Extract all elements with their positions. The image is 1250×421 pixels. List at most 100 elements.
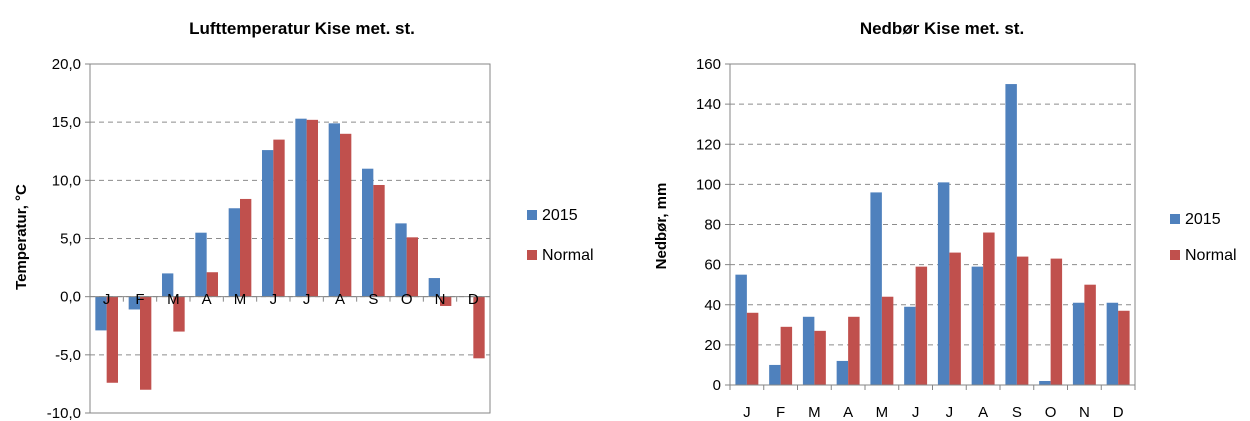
temperature-chart: Lufttemperatur Kise met. st. Temperatur,…: [13, 19, 594, 421]
x-tick-label: J: [270, 291, 278, 308]
plot-frame: [89, 63, 491, 414]
y-tick-label: 15,0: [52, 114, 81, 131]
y-tick-label: 80: [704, 217, 721, 234]
bar-2015: [262, 150, 274, 297]
y-tick-label: 0: [713, 377, 721, 394]
y-tick-label: 120: [696, 136, 721, 153]
bar-normal: [206, 272, 218, 297]
bar-2015: [1106, 302, 1119, 385]
x-tick-label: S: [368, 291, 378, 308]
bar-normal: [106, 296, 118, 383]
bar-normal: [473, 296, 485, 359]
legend: 2015 Normal: [527, 207, 594, 264]
precipitation-chart: Nedbør Kise met. st. Nedbør, mm 0 20 40 60 8…: [653, 19, 1237, 421]
precipitation-chart-panel: Nedbør Kise met. st. Nedbør, mm 0 20 40 60 8…: [625, 0, 1250, 421]
x-tick-label: A: [843, 404, 853, 421]
bar-normal: [373, 184, 385, 297]
x-tick-label: M: [876, 404, 889, 421]
bar-2015: [836, 360, 849, 385]
bar-2015: [937, 182, 950, 385]
x-tick-label: J: [946, 404, 954, 421]
x-tick-label: J: [912, 404, 920, 421]
y-tick-label: -5,0: [55, 347, 81, 364]
bar-normal: [881, 296, 894, 385]
legend-label-2015: 2015: [1185, 211, 1221, 228]
bar-normal: [240, 198, 252, 297]
bar-normal: [1084, 284, 1096, 385]
bar-2015: [971, 266, 984, 385]
bar-normal: [1016, 256, 1029, 385]
x-tick-label: O: [401, 291, 413, 308]
bar-normal: [915, 266, 928, 385]
bar-2015: [295, 118, 307, 297]
bar-2015: [395, 223, 407, 297]
bar-normal: [306, 119, 318, 297]
legend-swatch-2015: [1170, 214, 1180, 224]
x-tick-label: F: [135, 291, 144, 308]
x-tick-label: A: [335, 291, 345, 308]
chart-title: Lufttemperatur Kise met. st.: [189, 19, 415, 38]
bar-normal: [440, 296, 452, 306]
x-tick-label: A: [202, 291, 212, 308]
x-tick-label: M: [167, 291, 180, 308]
legend-swatch-normal: [527, 250, 537, 260]
temperature-chart-panel: Lufttemperatur Kise met. st. Temperatur,…: [13, 19, 594, 421]
bar-2015: [870, 192, 882, 385]
legend-label-2015: 2015: [542, 207, 578, 224]
x-tick-label: A: [978, 404, 988, 421]
bar-2015: [802, 316, 815, 385]
legend-label-normal: Normal: [1185, 247, 1237, 264]
x-tick-label: F: [776, 404, 785, 421]
bar-2015: [95, 296, 107, 331]
bar-normal: [273, 139, 285, 297]
x-tick-label: M: [808, 404, 821, 421]
y-tick-label: 20: [704, 337, 721, 354]
y-tick-label: 10,0: [52, 172, 81, 189]
bar-2015: [1072, 302, 1085, 385]
bar-2015: [1039, 380, 1051, 385]
x-tick-label: J: [103, 291, 111, 308]
bar-2015: [769, 364, 781, 385]
bar-normal: [406, 237, 418, 297]
bar-normal: [340, 133, 352, 297]
bar-2015: [228, 208, 240, 297]
x-tick-label: N: [435, 291, 446, 308]
bar-normal: [746, 312, 759, 385]
legend-swatch-normal: [1170, 250, 1180, 260]
bar-2015: [428, 278, 440, 297]
y-tick-label: 100: [696, 176, 721, 193]
bar-2015: [195, 232, 207, 297]
x-tick-label: M: [234, 291, 247, 308]
y-tick-label: 5,0: [60, 231, 81, 248]
bar-normal: [848, 316, 860, 385]
y-tick-label: 20,0: [52, 56, 81, 73]
legend-label-normal: Normal: [542, 247, 594, 264]
bar-normal: [140, 296, 152, 390]
bar-2015: [162, 273, 174, 297]
bar-2015: [735, 274, 747, 385]
x-tick-label: J: [303, 291, 311, 308]
legend-swatch-2015: [527, 210, 537, 220]
x-tick-label: O: [1045, 404, 1057, 421]
x-tick-label: N: [1079, 404, 1090, 421]
x-tick-label: D: [468, 291, 479, 308]
y-tick-label: -10,0: [47, 405, 81, 421]
chart-title: Nedbør Kise met. st.: [860, 19, 1024, 38]
x-tick-label: J: [743, 404, 751, 421]
bar-2015: [1005, 84, 1017, 385]
legend: 2015 Normal: [1170, 211, 1237, 264]
bar-2015: [328, 123, 340, 297]
bar-normal: [1118, 310, 1130, 385]
bar-normal: [949, 252, 961, 385]
bar-2015: [904, 306, 916, 385]
bar-normal: [173, 296, 185, 332]
bar-normal: [1050, 258, 1063, 385]
bar-normal: [814, 330, 826, 385]
bar-normal: [983, 232, 995, 385]
y-axis-label: Nedbør, mm: [653, 183, 670, 270]
y-axis-label: Temperatur, °C: [13, 184, 30, 290]
bar-2015: [128, 296, 140, 310]
y-tick-label: 160: [696, 56, 721, 73]
x-tick-label: S: [1012, 404, 1022, 421]
y-tick-label: 140: [696, 96, 721, 113]
